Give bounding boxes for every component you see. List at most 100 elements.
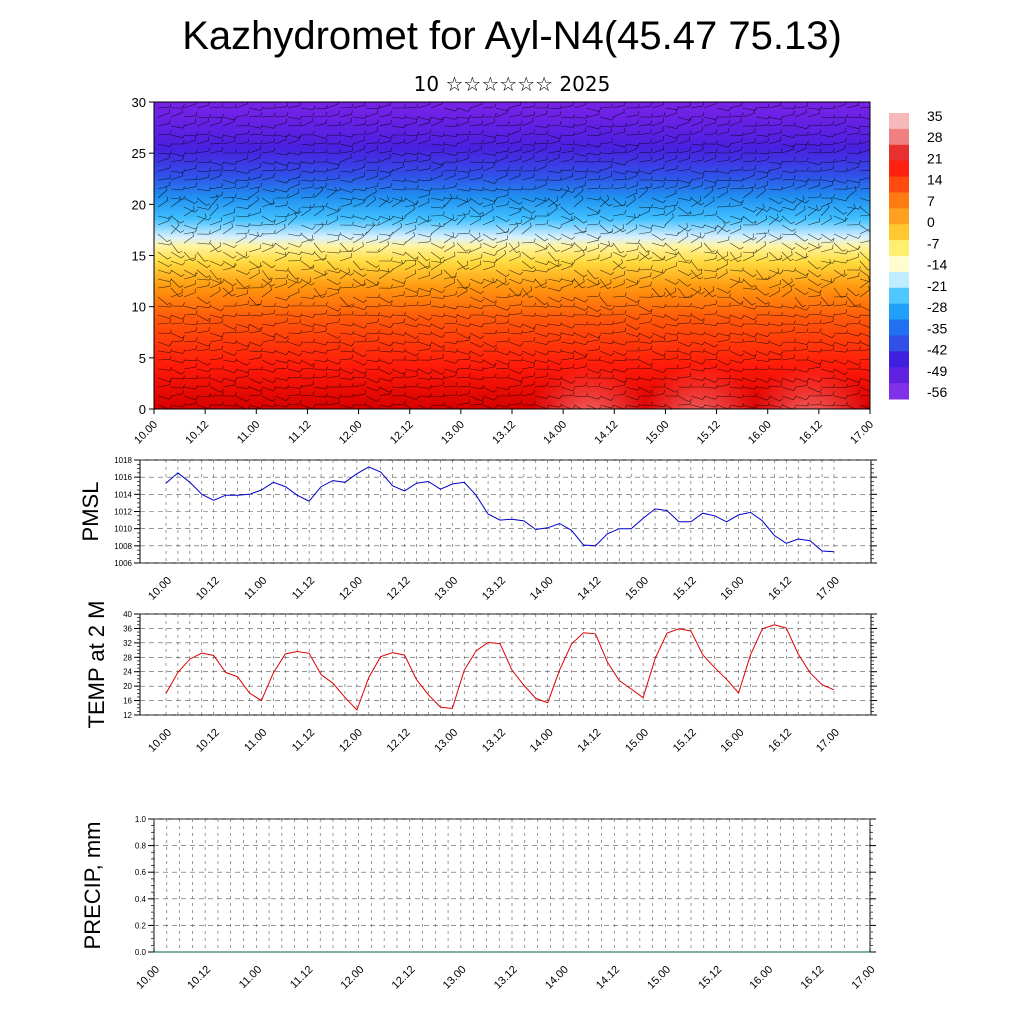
colorbar-label: -7 xyxy=(927,235,940,251)
xtick-label: 10.12 xyxy=(185,964,213,992)
xtick-label: 16.00 xyxy=(719,575,747,603)
xtick-label: 14.12 xyxy=(594,964,622,992)
heatmap-xtick-label: 15.00 xyxy=(644,419,672,447)
heatmap-xtick-label: 13.00 xyxy=(439,419,467,447)
warm-spot xyxy=(535,340,645,409)
xtick-label: 16.12 xyxy=(766,575,794,603)
xtick-label: 10.12 xyxy=(194,575,222,603)
colorbar-label: 35 xyxy=(927,108,943,124)
heatmap-xtick-label: 15.12 xyxy=(695,419,723,447)
ytick-label: 20 xyxy=(123,682,132,691)
xtick-label: 17.00 xyxy=(814,575,842,603)
ytick-label: 0.4 xyxy=(135,895,147,904)
xtick-label: 12.12 xyxy=(385,727,413,755)
xtick-label: 16.00 xyxy=(719,727,747,755)
colorbar-label: 7 xyxy=(927,193,935,209)
heatmap-xtick-label: 12.12 xyxy=(388,419,416,447)
plot-frame xyxy=(139,613,872,716)
xtick-label: 16.12 xyxy=(766,727,794,755)
xtick-label: 13.00 xyxy=(432,727,460,755)
xtick-label: 12.00 xyxy=(337,575,365,603)
xtick-label: 11.00 xyxy=(242,575,269,602)
ytick-label: 0.6 xyxy=(135,868,147,877)
heatmap-xtick-label: 12.00 xyxy=(337,419,365,447)
ytick-label: 1006 xyxy=(114,559,132,568)
heatmap-ytick-label: 20 xyxy=(132,197,146,212)
page-subtitle: 10 ☆☆☆☆☆☆ 2025 xyxy=(413,72,611,96)
temperature-field xyxy=(154,102,870,409)
xtick-label: 15.12 xyxy=(671,727,699,755)
colorbar-segment xyxy=(889,113,909,130)
heatmap-xtick-label: 17.00 xyxy=(848,419,876,447)
xtick-label: 15.00 xyxy=(645,964,673,992)
ytick-label: 16 xyxy=(123,697,132,706)
heatmap-xtick-label: 11.00 xyxy=(235,419,262,446)
heatmap-ytick-label: 10 xyxy=(132,300,146,315)
colorbar-segment xyxy=(889,128,909,146)
xtick-label: 11.12 xyxy=(288,964,315,991)
ytick-label: 32 xyxy=(123,639,132,648)
xtick-label: 14.12 xyxy=(575,727,603,755)
colorbar-label: -42 xyxy=(927,342,947,358)
ytick-label: 24 xyxy=(123,668,132,677)
colorbar-label: -14 xyxy=(927,257,947,273)
xtick-label: 11.00 xyxy=(242,727,269,754)
xtick-label: 14.00 xyxy=(543,964,571,992)
y-axis-label: PMSL xyxy=(78,482,103,542)
xtick-label: 12.00 xyxy=(339,964,367,992)
ytick-label: 1018 xyxy=(114,456,132,465)
xtick-label: 15.12 xyxy=(671,575,699,603)
colorbar-segment xyxy=(889,287,909,305)
heatmap-ytick-label: 15 xyxy=(132,249,146,264)
xtick-label: 17.00 xyxy=(850,964,878,992)
colorbar-segment xyxy=(889,351,909,368)
heatmap-xtick-label: 14.12 xyxy=(592,419,620,447)
xtick-label: 10.00 xyxy=(146,727,174,755)
colorbar-segment xyxy=(889,335,909,352)
ytick-label: 1010 xyxy=(114,525,132,534)
ytick-label: 1016 xyxy=(114,473,132,482)
xtick-label: 10.00 xyxy=(134,964,162,992)
xtick-label: 13.12 xyxy=(492,964,520,992)
pmsl-panel: 1006 1008 1010 1012 1014 1016 1018 PMSL 10.00 10.… xyxy=(78,456,877,603)
xtick-label: 13.12 xyxy=(480,575,508,603)
colorbar-segment xyxy=(889,303,909,321)
ytick-label: 12 xyxy=(123,711,132,720)
colorbar-segment xyxy=(889,240,909,257)
warm-spots xyxy=(535,340,865,409)
temp-line xyxy=(165,624,835,711)
ytick-label: 36 xyxy=(123,624,132,633)
heatmap-xtick-label: 13.12 xyxy=(490,419,518,447)
xtick-label: 14.00 xyxy=(528,727,556,755)
xtick-label: 12.12 xyxy=(390,964,418,992)
xtick-label: 16.00 xyxy=(747,964,775,992)
ytick-label: 0.0 xyxy=(135,948,147,957)
colorbar-label: 14 xyxy=(927,172,943,188)
colorbar-label: -56 xyxy=(927,384,947,400)
xtick-label: 13.00 xyxy=(432,575,460,603)
xtick-label: 10.12 xyxy=(194,727,222,755)
y-axis-label: TEMP at 2 M xyxy=(84,601,109,729)
precip-panel: 0.0 0.2 0.4 0.6 0.8 1.0 PRECIP, mm 10.00 10.12 11… xyxy=(80,815,878,992)
heatmap-xtick-label: 10.12 xyxy=(183,419,211,447)
xtick-label: 12.00 xyxy=(337,727,365,755)
temp-panel: 12 16 20 24 28 32 36 40 TEMP at 2 M 10.00 10.12 11.… xyxy=(84,601,877,755)
heatmap-ytick-label: 0 xyxy=(139,402,146,417)
ytick-label: 1014 xyxy=(114,490,132,499)
heatmap-ytick-label: 25 xyxy=(132,146,146,161)
colorbar-segment xyxy=(889,271,909,289)
heatmap-xtick-label: 11.12 xyxy=(286,419,313,446)
colorbar-segment xyxy=(889,144,909,162)
xtick-label: 13.00 xyxy=(441,964,469,992)
colorbar-label: 0 xyxy=(927,214,935,230)
ytick-label: 1008 xyxy=(114,542,132,551)
colorbar-segment xyxy=(889,256,909,273)
heatmap-xtick-label: 16.00 xyxy=(746,419,774,447)
colorbar-label: 21 xyxy=(927,150,943,166)
xtick-label: 14.00 xyxy=(528,575,556,603)
xtick-label: 11.12 xyxy=(290,575,317,602)
colorbar-segment xyxy=(889,208,909,225)
pmsl-line xyxy=(165,466,835,553)
colorbar-segment xyxy=(889,192,909,209)
